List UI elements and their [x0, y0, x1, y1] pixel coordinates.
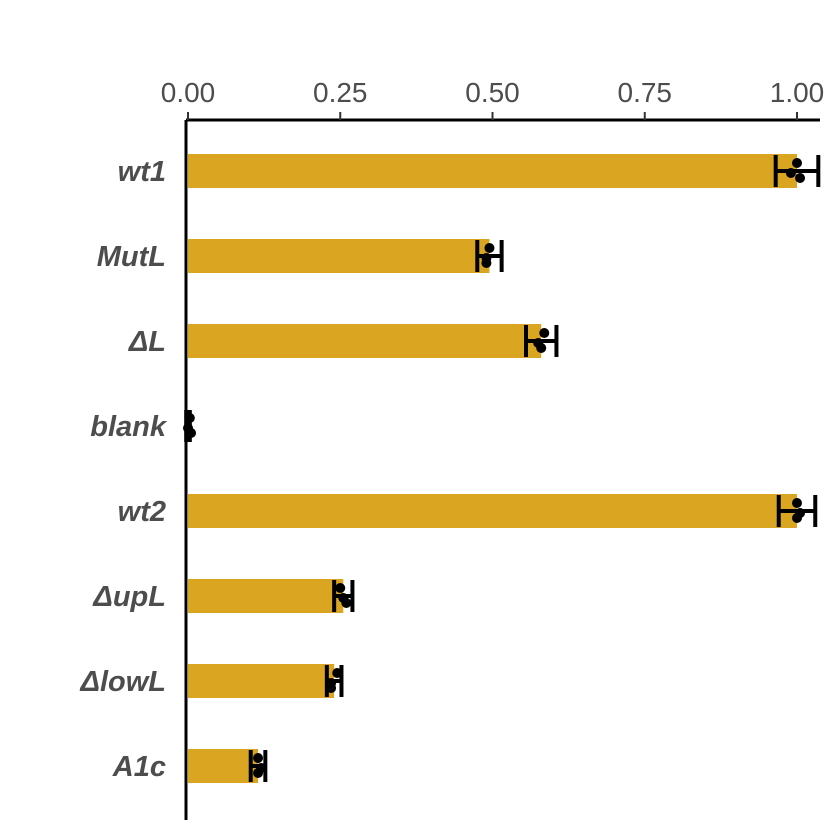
bar-1: [188, 154, 797, 188]
category-label: ΔupL: [92, 581, 166, 613]
data-point: [539, 328, 550, 338]
data-point: [341, 598, 352, 608]
category-label: wt1: [118, 156, 166, 188]
data-point: [484, 243, 495, 253]
category-label: blank: [90, 411, 168, 443]
bar-3: [188, 324, 542, 358]
category-label: ΔL: [128, 326, 166, 358]
labels: 0.00 0.25 0.50 0.75 1.00 wt1 MutL ΔL blank wt2 Δup…: [79, 77, 824, 783]
data-point: [253, 753, 264, 763]
data-point: [792, 513, 802, 523]
data-point: [335, 583, 346, 593]
category-label: MutL: [97, 241, 166, 273]
data-points: [183, 158, 806, 778]
data-point: [792, 158, 802, 168]
x-tick-label: 0.75: [618, 77, 673, 108]
data-point: [186, 428, 197, 438]
bar-8: [188, 749, 259, 783]
bar-5: [188, 494, 797, 528]
bar-7: [188, 664, 335, 698]
category-label: ΔlowL: [79, 666, 166, 698]
data-point: [795, 173, 806, 183]
x-tick-label: 0.00: [161, 77, 216, 108]
x-tick-label: 1.00: [770, 77, 825, 108]
error-bar-1: [773, 155, 821, 187]
data-point: [326, 683, 337, 693]
data-point: [792, 498, 802, 508]
category-label: A1c: [112, 751, 166, 783]
bars: [188, 154, 797, 783]
bar-6: [188, 579, 344, 613]
category-label: wt2: [118, 496, 166, 528]
x-tick-label: 0.50: [465, 77, 520, 108]
data-point: [481, 258, 492, 268]
data-point: [536, 343, 547, 353]
data-point: [332, 668, 343, 678]
axes: [184, 112, 820, 820]
bar-2: [188, 239, 490, 273]
data-point: [253, 768, 264, 778]
data-point: [785, 168, 796, 178]
x-tick-label: 0.25: [313, 77, 368, 108]
